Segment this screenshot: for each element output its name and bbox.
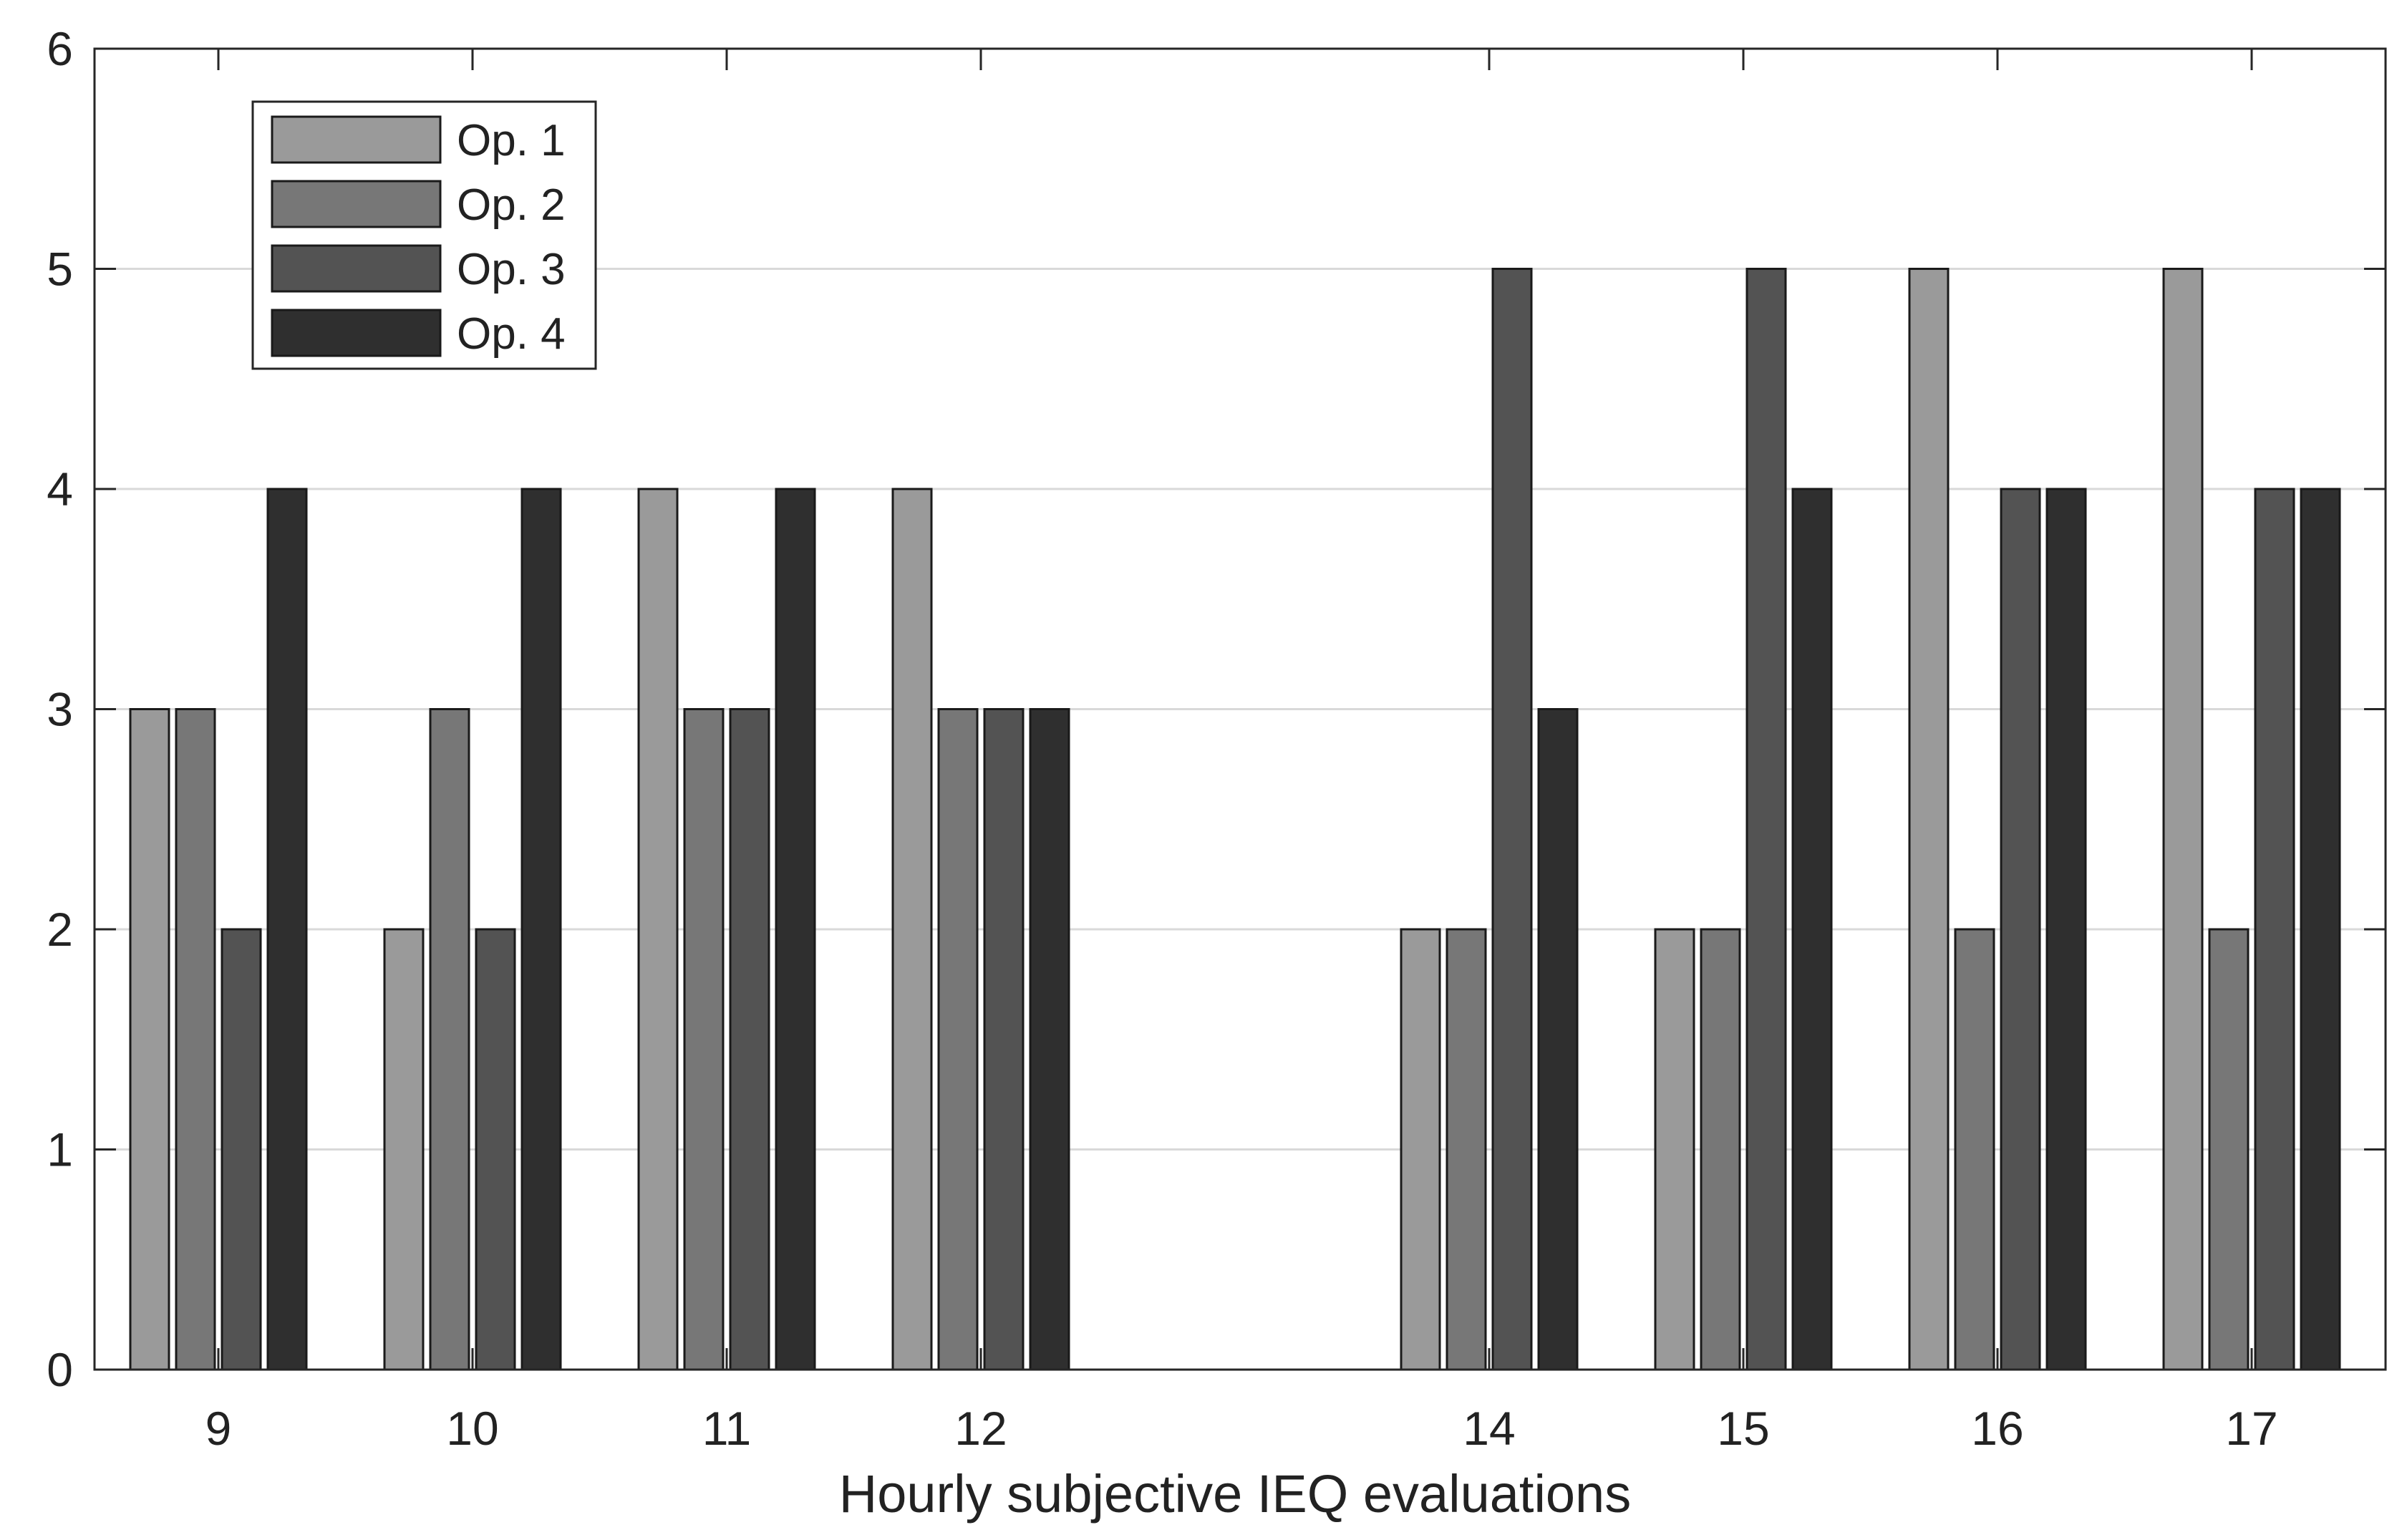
legend: Op. 1 Op. 2 Op. 3 Op. 4	[251, 100, 597, 370]
bar-op-1-hour-14	[1400, 928, 1441, 1371]
y-tick-label-1: 1	[47, 1123, 73, 1176]
x-tick-label-15: 15	[1717, 1402, 1769, 1455]
legend-swatch-op-1	[271, 115, 442, 164]
x-tick-label-16: 16	[1971, 1402, 2023, 1455]
legend-swatch-op-3	[271, 244, 442, 293]
bar-op-3-hour-14	[1491, 268, 1533, 1371]
legend-label-op-4: Op. 4	[457, 309, 566, 359]
bar-op-2-hour-11	[683, 708, 725, 1371]
bars	[129, 268, 2341, 1371]
bar-op-1-hour-17	[2162, 268, 2204, 1371]
legend-swatch-op-2	[271, 180, 442, 228]
y-tick-label-4: 4	[47, 463, 73, 515]
y-tick-label-3: 3	[47, 683, 73, 736]
bar-op-1-hour-15	[1654, 928, 1695, 1371]
bar-op-1-hour-10	[383, 928, 425, 1371]
bar-op-3-hour-16	[2000, 488, 2041, 1371]
bar-op-4-hour-15	[1791, 488, 1833, 1371]
legend-label-op-3: Op. 3	[457, 245, 566, 294]
x-axis-title: Hourly subjective IEQ evaluations	[839, 1464, 1631, 1524]
bar-op-3-hour-11	[729, 708, 770, 1371]
bar-op-3-hour-10	[475, 928, 516, 1371]
bar-op-2-hour-10	[429, 708, 470, 1371]
bar-op-4-hour-11	[775, 488, 816, 1371]
axes	[93, 47, 2387, 1371]
x-tick-label-14: 14	[1463, 1402, 1515, 1455]
bar-op-4-hour-16	[2045, 488, 2087, 1371]
bar-op-4-hour-17	[2300, 488, 2341, 1371]
x-tick-label-10: 10	[446, 1402, 498, 1455]
legend-swatch-op-4	[271, 309, 442, 357]
bar-op-1-hour-12	[891, 488, 933, 1371]
bar-op-1-hour-9	[129, 708, 170, 1371]
x-tick-label-17: 17	[2225, 1402, 2277, 1455]
y-tick-label-5: 5	[47, 243, 73, 296]
bar-op-2-hour-12	[937, 708, 979, 1371]
bar-op-2-hour-9	[175, 708, 216, 1371]
y-tick-label-2: 2	[47, 903, 73, 956]
y-tick-label-6: 6	[47, 22, 73, 75]
bar-op-2-hour-14	[1446, 928, 1487, 1371]
bar-op-2-hour-17	[2208, 928, 2250, 1371]
bar-op-4-hour-10	[520, 488, 562, 1371]
bar-op-3-hour-17	[2254, 488, 2295, 1371]
bar-op-1-hour-16	[1908, 268, 1950, 1371]
legend-label-op-1: Op. 1	[457, 116, 566, 165]
bar-op-4-hour-14	[1537, 708, 1579, 1371]
bar-op-4-hour-12	[1029, 708, 1070, 1371]
bar-op-1-hour-11	[637, 488, 679, 1371]
bar-op-3-hour-15	[1745, 268, 1787, 1371]
bar-op-3-hour-12	[983, 708, 1025, 1371]
bar-op-2-hour-15	[1700, 928, 1741, 1371]
bar-op-4-hour-9	[266, 488, 308, 1371]
y-tick-label-0: 0	[47, 1343, 73, 1396]
bar-op-3-hour-9	[221, 928, 262, 1371]
legend-label-op-2: Op. 2	[457, 180, 566, 230]
bar-op-2-hour-16	[1954, 928, 1995, 1371]
x-tick-label-12: 12	[954, 1402, 1007, 1455]
x-tick-label-11: 11	[702, 1402, 752, 1455]
x-tick-label-9: 9	[205, 1402, 232, 1455]
